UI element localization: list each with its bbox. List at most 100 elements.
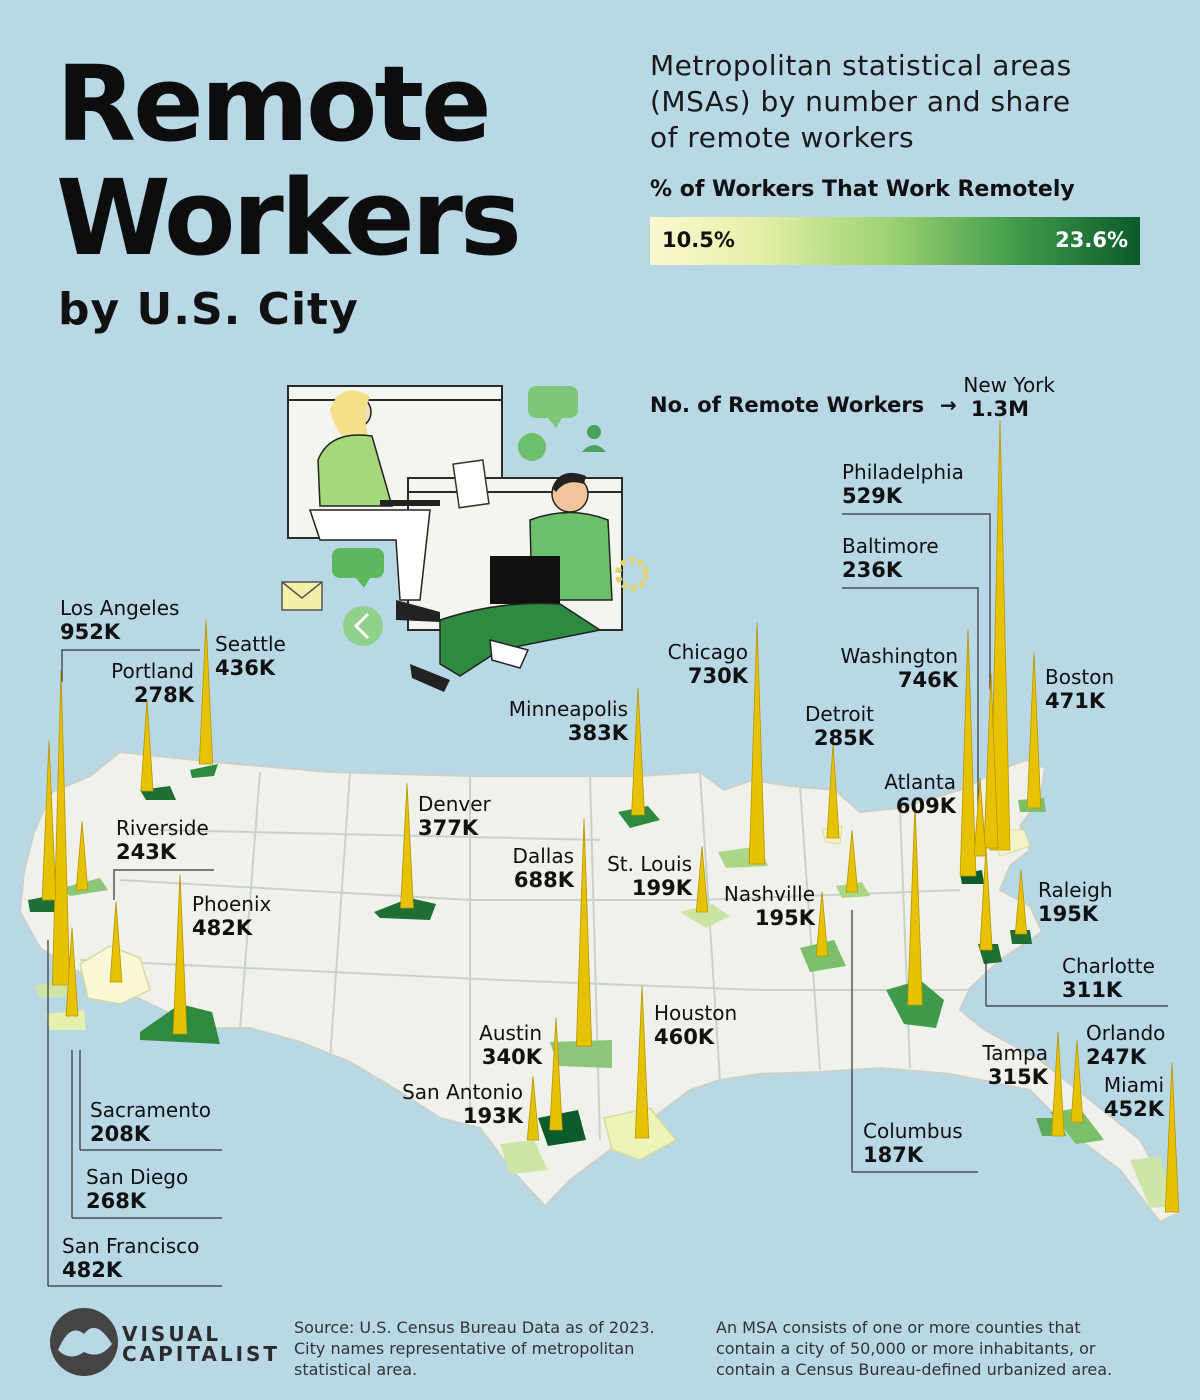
city-name: Raleigh [1038, 878, 1113, 902]
city-value: 452K [1103, 1097, 1164, 1121]
city-name: Denver [418, 792, 491, 816]
city-label-charlotte: Charlotte 311K [1062, 954, 1155, 1002]
city-value: 236K [842, 558, 903, 582]
city-name: New York [963, 373, 1055, 397]
connector-line [851, 910, 978, 1173]
city-name: Boston [1045, 665, 1115, 689]
city-name: Philadelphia [842, 460, 964, 484]
title-line-2: Workers [56, 157, 522, 279]
spike-chicago [748, 622, 766, 865]
connector-line [47, 940, 222, 1287]
city-value: 195K [754, 906, 815, 930]
city-name: Orlando [1086, 1021, 1166, 1045]
city-value: 609K [895, 794, 956, 818]
city-name: Austin [479, 1021, 542, 1045]
spike-philadelphia [983, 673, 999, 849]
city-label-columbus: Columbus 187K [863, 1119, 963, 1167]
spike-washington [959, 629, 977, 877]
connector-line [985, 960, 1168, 1007]
title-line-3: by U.S. City [58, 284, 359, 335]
color-scale-bar: 10.5% 23.6% [650, 217, 1140, 265]
city-value: 340K [481, 1045, 542, 1069]
city-label-baltimore: Baltimore 236K [842, 534, 939, 582]
spike-sacramento [75, 821, 89, 891]
city-name: Baltimore [842, 534, 939, 558]
city-label-phoenix: Phoenix 482K [192, 892, 271, 940]
spike-atlanta [907, 803, 923, 1006]
state-borders [79, 771, 980, 1141]
spike-orlando [1070, 1040, 1084, 1123]
city-value: 529K [842, 484, 903, 508]
city-value: 195K [1038, 902, 1099, 926]
city-label-orlando: Orlando 247K [1086, 1021, 1165, 1069]
city-name: Tampa [982, 1041, 1048, 1065]
spike-phoenix [172, 874, 188, 1035]
connector-line [842, 513, 991, 690]
city-label-sacramento: Sacramento 208K [90, 1098, 211, 1146]
city-name: Dallas [512, 844, 574, 868]
spike-dallas [575, 818, 593, 1047]
spike-columbus [845, 830, 859, 893]
us-landmass [18, 750, 1182, 1224]
city-name: Phoenix [192, 892, 272, 916]
city-name: San Francisco [62, 1234, 200, 1258]
city-name: Atlanta [884, 770, 956, 794]
city-value: 460K [654, 1025, 715, 1049]
source-line-1: Source: U.S. Census Bureau Data as of 20… [294, 1318, 655, 1337]
city-name: Washington [840, 644, 958, 668]
city-value: 208K [90, 1122, 151, 1146]
connector-line [113, 869, 214, 900]
city-label-chicago: Chicago 730K [620, 640, 748, 688]
note-line-2: contain a city of 50,000 or more inhabit… [716, 1339, 1096, 1358]
city-value: 730K [687, 664, 748, 688]
city-name: Miami [1103, 1073, 1164, 1097]
city-value: 243K [116, 840, 177, 864]
city-name: Riverside [116, 816, 209, 840]
city-value: 688K [513, 868, 574, 892]
city-name: Houston [654, 1001, 738, 1025]
note-line-1: An MSA consists of one or more counties … [716, 1318, 1081, 1337]
city-label-riverside: Riverside 243K [116, 816, 209, 864]
spike-boston [1026, 652, 1042, 809]
legend-max-label: 23.6% [1055, 228, 1128, 252]
city-label-dallas: Dallas 688K [470, 844, 574, 892]
spike-nashville [815, 891, 829, 957]
spike-riverside [109, 901, 123, 983]
city-name: San Diego [86, 1165, 189, 1189]
city-name: Nashville [723, 882, 815, 906]
city-name: Chicago [667, 640, 748, 664]
brand-line-1: VISUAL [122, 1322, 222, 1346]
source-line-2: City names representative of metropolita… [294, 1339, 635, 1358]
brand-name: VISUAL CAPITALIST [122, 1324, 280, 1364]
source-line-3: statistical area. [294, 1360, 418, 1379]
city-value: 315K [987, 1065, 1048, 1089]
city-name: Columbus [863, 1119, 963, 1143]
city-value: 187K [863, 1143, 924, 1167]
city-value: 482K [192, 916, 253, 940]
spike-denver [400, 783, 414, 909]
spike-st-louis [695, 846, 709, 913]
spike-raleigh [1014, 869, 1028, 935]
city-label-new-york: New York 1.3M [870, 373, 1055, 421]
spike-baltimore [973, 777, 987, 857]
city-label-san-diego: San Diego 268K [86, 1165, 188, 1213]
spike-miami [1164, 1062, 1180, 1213]
city-label-austin: Austin 340K [450, 1021, 542, 1069]
title-line-1: Remote [56, 43, 492, 165]
city-value: 193K [462, 1104, 523, 1128]
city-label-raleigh: Raleigh 195K [1038, 878, 1113, 926]
city-value: 482K [62, 1258, 123, 1282]
city-value: 1.3M [970, 397, 1029, 421]
city-value: 377K [418, 816, 479, 840]
city-value: 311K [1062, 978, 1123, 1002]
city-label-washington: Washington 746K [780, 644, 958, 692]
city-name: Los Angeles [60, 596, 180, 620]
brand-line-2: CAPITALIST [122, 1342, 281, 1366]
city-value: 285K [813, 726, 874, 750]
spike-houston [634, 985, 650, 1139]
city-value: 268K [86, 1189, 147, 1213]
city-value: 278K [133, 683, 194, 707]
city-name: San Antonio [402, 1080, 523, 1104]
city-label-seattle: Seattle 436K [215, 632, 286, 680]
spike-tampa [1051, 1031, 1065, 1137]
